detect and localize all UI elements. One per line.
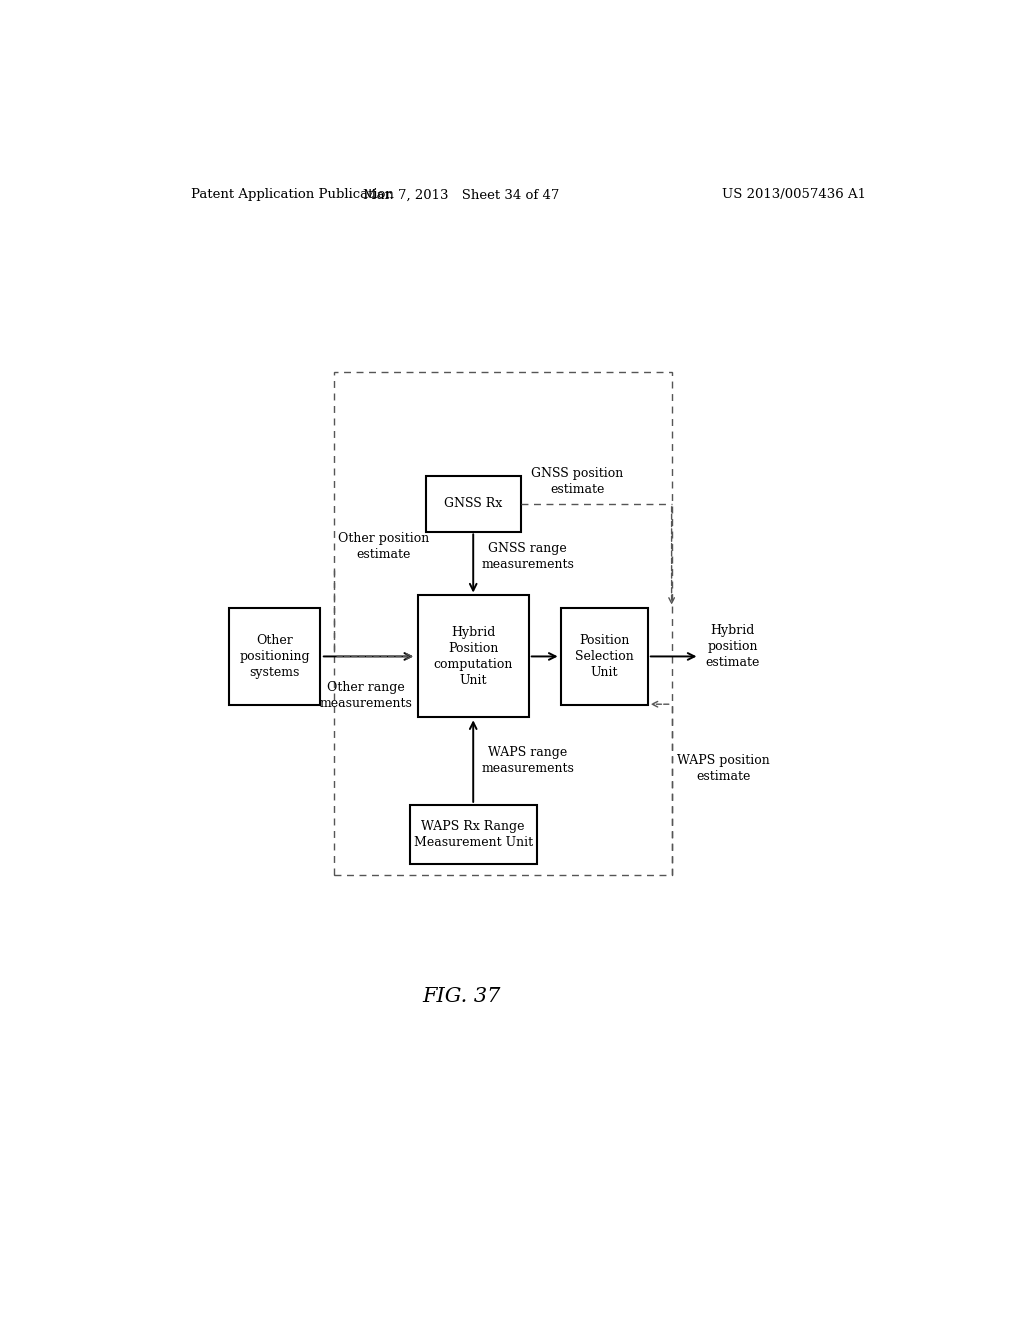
Text: WAPS Rx Range
Measurement Unit: WAPS Rx Range Measurement Unit bbox=[414, 820, 532, 849]
Bar bbox=[560, 609, 648, 705]
Text: FIG. 37: FIG. 37 bbox=[422, 987, 501, 1006]
Text: Mar. 7, 2013 Sheet 34 of 47: Mar. 7, 2013 Sheet 34 of 47 bbox=[364, 189, 559, 202]
Text: Other
positioning
systems: Other positioning systems bbox=[240, 634, 310, 678]
Text: Position
Selection
Unit: Position Selection Unit bbox=[574, 634, 634, 678]
Text: Other position
estimate: Other position estimate bbox=[338, 532, 429, 561]
Bar bbox=[426, 477, 521, 532]
Text: GNSS position
estimate: GNSS position estimate bbox=[531, 467, 624, 496]
Text: Hybrid
Position
computation
Unit: Hybrid Position computation Unit bbox=[433, 626, 513, 686]
Text: Hybrid
position
estimate: Hybrid position estimate bbox=[706, 624, 760, 669]
Text: GNSS Rx: GNSS Rx bbox=[444, 498, 503, 511]
Text: GNSS range
measurements: GNSS range measurements bbox=[481, 543, 574, 572]
Text: WAPS range
measurements: WAPS range measurements bbox=[481, 746, 574, 775]
Text: Other range
measurements: Other range measurements bbox=[319, 681, 413, 710]
Bar bbox=[410, 805, 537, 863]
Text: WAPS position
estimate: WAPS position estimate bbox=[677, 754, 770, 783]
Text: Patent Application Publication: Patent Application Publication bbox=[191, 189, 394, 202]
Bar bbox=[229, 609, 321, 705]
Bar bbox=[334, 372, 672, 875]
Bar bbox=[418, 595, 528, 718]
Text: US 2013/0057436 A1: US 2013/0057436 A1 bbox=[722, 189, 866, 202]
